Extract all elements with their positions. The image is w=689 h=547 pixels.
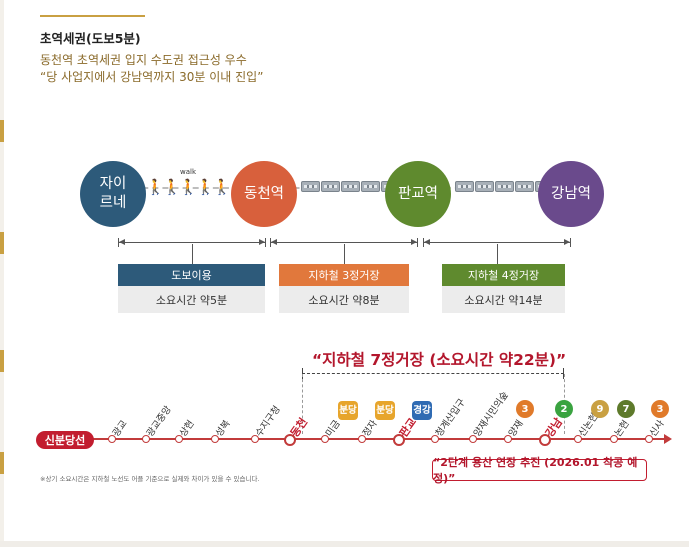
station-pangyo: 판교역	[385, 161, 451, 227]
station-label: 자이 르네	[99, 176, 127, 211]
station-marker	[503, 435, 512, 443]
segment-arrow	[423, 238, 571, 247]
subtitle-line-2: “당 사업지에서 강남역까지 30분 이내 진입”	[40, 70, 264, 84]
frame-mark	[0, 232, 4, 254]
station-gangnam: 강남역	[538, 161, 604, 227]
segment-arrow	[270, 238, 418, 247]
walk-label: walk	[180, 168, 197, 176]
line-number-badge: 3	[516, 400, 534, 418]
line-number-badge: 3	[651, 400, 669, 418]
station-marker	[468, 435, 477, 443]
segment-stem	[497, 244, 498, 264]
rail-arrow	[664, 434, 672, 444]
station-marker	[174, 435, 183, 443]
station-marker	[210, 435, 219, 443]
station-marker	[141, 435, 150, 443]
segment-time-subway-4: 소요시간 약14분	[442, 286, 565, 313]
station-xi-rene: 자이 르네	[80, 161, 146, 227]
span-bracket	[302, 368, 564, 379]
transfer-tag: 분당	[375, 401, 395, 420]
station-marker	[539, 434, 551, 446]
left-frame	[0, 0, 4, 547]
segment-title-subway-4: 지하철 4정거장	[442, 264, 565, 286]
station-label: 동천역	[243, 185, 285, 202]
station-marker	[644, 435, 653, 443]
station-marker	[573, 435, 582, 443]
segment-title-subway-3: 지하철 3정거장	[279, 264, 409, 286]
station-marker	[250, 435, 259, 443]
subtitle-line-1: 동천역 초역세권 입지 수도권 접근성 우수	[40, 53, 247, 67]
station-label: 강남역	[550, 185, 592, 202]
bottom-frame	[0, 541, 689, 547]
station-dongcheon: 동천역	[231, 161, 297, 227]
segment-stem	[192, 244, 193, 264]
station-marker	[320, 435, 329, 443]
frame-mark	[0, 350, 4, 372]
station-marker	[393, 434, 405, 446]
section-title: 초역세권(도보5분)	[40, 31, 141, 46]
frame-mark	[0, 120, 4, 142]
station-marker	[357, 435, 366, 443]
guide-line	[302, 374, 303, 434]
station-marker	[107, 435, 116, 443]
segment-time-walk: 소요시간 약5분	[118, 286, 265, 313]
title-rule	[40, 15, 145, 17]
footnote: ※상기 소요시간은 지하철 노선도 어플 기준으로 실제와 차이가 있을 수 있…	[40, 475, 260, 483]
transfer-tag: 분당	[338, 401, 358, 420]
station-marker	[609, 435, 618, 443]
station-marker	[284, 434, 296, 446]
segment-time-subway-3: 소요시간 약8분	[279, 286, 409, 313]
line-number-badge: 7	[617, 400, 635, 418]
line-number-badge: 2	[555, 400, 573, 418]
line-name-badge: 신분당선	[36, 431, 94, 449]
rail-line	[86, 438, 670, 440]
segment-arrow	[118, 238, 266, 247]
segment-title-walk: 도보이용	[118, 264, 265, 286]
transfer-tag: 경강	[412, 401, 432, 420]
station-label: 판교역	[397, 185, 439, 202]
frame-mark	[0, 452, 4, 474]
stops-headline: “지하철 7정거장 (소요시간 약22분)”	[312, 351, 567, 369]
station-marker	[430, 435, 439, 443]
line-number-badge: 9	[591, 400, 609, 418]
extension-notice: “2단계 용산 연장 추진 (2026.01 착공 예정)”	[432, 456, 647, 485]
segment-stem	[344, 244, 345, 264]
